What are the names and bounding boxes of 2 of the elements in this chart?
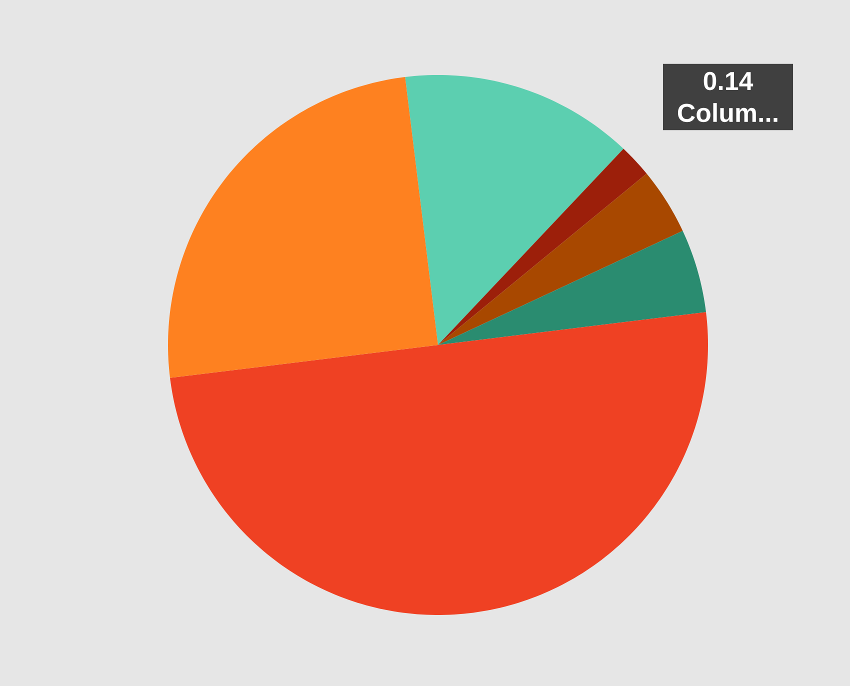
data-label: 0.14 [704,72,754,90]
slice-label: Colum... [678,103,778,122]
